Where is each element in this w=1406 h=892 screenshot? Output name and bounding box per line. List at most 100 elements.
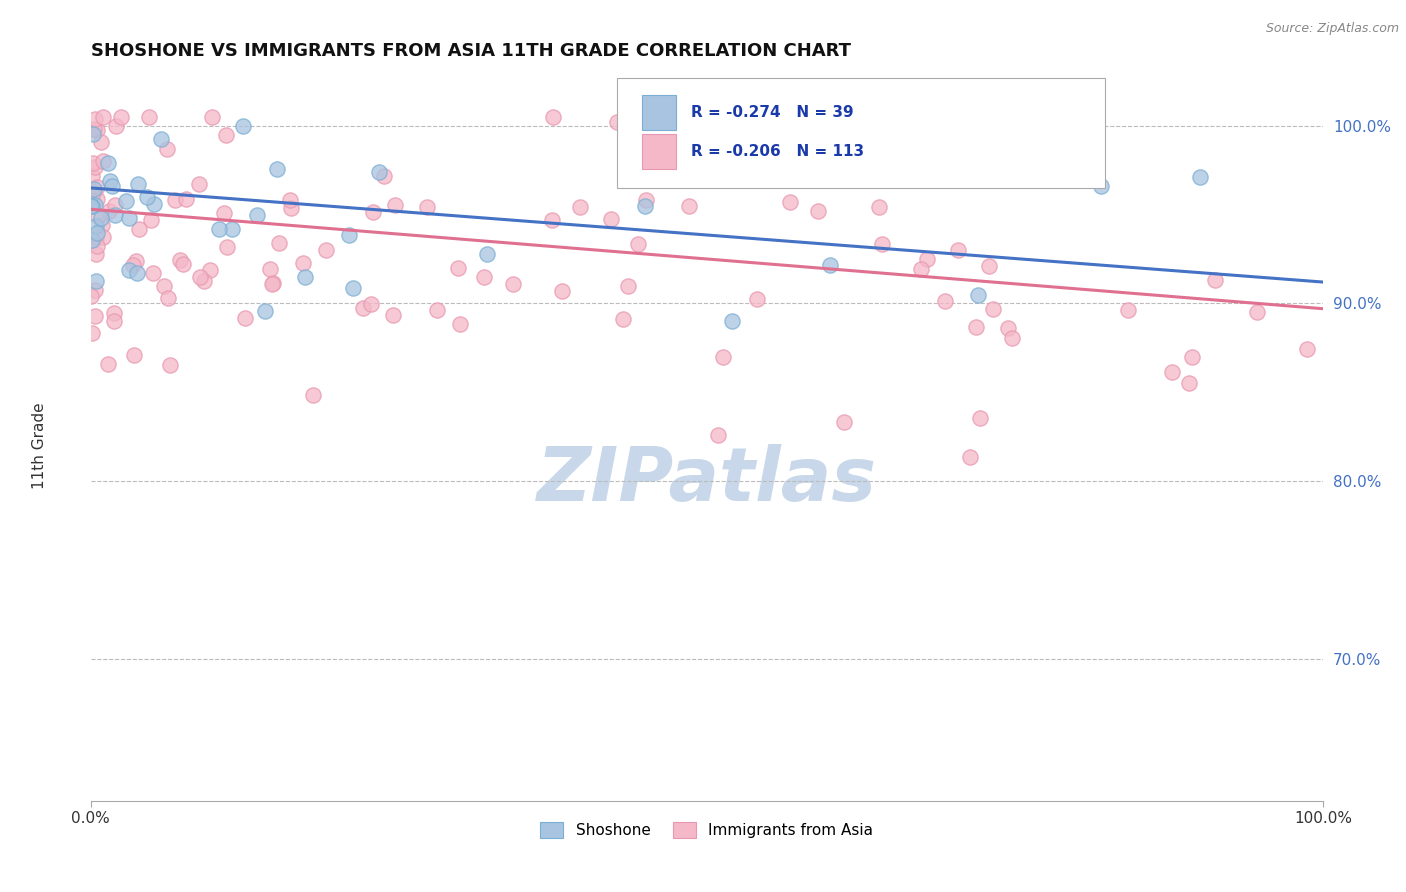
Point — [136, 190, 159, 204]
Point — [104, 119, 127, 133]
Point — [634, 199, 657, 213]
Point — [118, 263, 141, 277]
Point — [172, 257, 194, 271]
Point — [294, 270, 316, 285]
Point — [1116, 302, 1139, 317]
Point — [86, 239, 108, 253]
Point — [678, 199, 700, 213]
Point — [142, 266, 165, 280]
Point — [747, 292, 769, 306]
Point — [1001, 331, 1024, 345]
Point — [174, 192, 197, 206]
Text: Source: ZipAtlas.com: Source: ZipAtlas.com — [1265, 22, 1399, 36]
Point — [82, 326, 104, 341]
Point — [870, 160, 893, 174]
Point — [103, 305, 125, 319]
Point — [1246, 304, 1268, 318]
Point — [368, 165, 391, 179]
Point — [541, 212, 564, 227]
Point — [612, 312, 634, 326]
Point — [104, 197, 127, 211]
Point — [188, 270, 211, 285]
Point — [110, 110, 132, 124]
Point — [86, 219, 108, 234]
Point — [83, 122, 105, 136]
Point — [337, 227, 360, 242]
Point — [118, 211, 141, 226]
Point — [246, 208, 269, 222]
Point — [80, 233, 103, 247]
Point — [934, 293, 956, 308]
Point — [361, 205, 384, 219]
Point — [475, 247, 498, 261]
Point — [93, 230, 115, 244]
Point — [1090, 178, 1112, 193]
FancyBboxPatch shape — [641, 95, 676, 130]
Point — [315, 243, 337, 257]
Point — [143, 196, 166, 211]
Point — [997, 321, 1019, 335]
Point — [215, 240, 238, 254]
Point — [1161, 366, 1184, 380]
Point — [1181, 350, 1204, 364]
Point — [915, 252, 938, 266]
Point — [267, 236, 290, 251]
Point — [214, 128, 236, 142]
Point — [84, 231, 107, 245]
Point — [472, 270, 495, 285]
Point — [868, 201, 890, 215]
Point — [90, 211, 112, 225]
Point — [149, 131, 172, 145]
Point — [292, 255, 315, 269]
Point — [870, 237, 893, 252]
Point — [98, 174, 121, 188]
Point — [86, 122, 108, 136]
FancyBboxPatch shape — [617, 78, 1105, 187]
Point — [80, 289, 103, 303]
Point — [568, 200, 591, 214]
Point — [82, 156, 104, 170]
Point — [977, 260, 1000, 274]
Point — [83, 182, 105, 196]
Point — [84, 284, 107, 298]
Point — [1296, 343, 1319, 357]
Point — [86, 193, 108, 207]
Point — [80, 199, 103, 213]
Point — [87, 209, 110, 223]
Point — [232, 119, 254, 133]
Point — [426, 302, 449, 317]
Point — [122, 259, 145, 273]
Point — [188, 177, 211, 191]
Point — [360, 297, 382, 311]
Point — [84, 274, 107, 288]
Text: ZIPatlas: ZIPatlas — [537, 444, 877, 516]
Point — [910, 261, 932, 276]
Text: 11th Grade: 11th Grade — [32, 402, 46, 490]
Point — [86, 226, 108, 240]
FancyBboxPatch shape — [641, 134, 676, 169]
Point — [127, 178, 149, 192]
Point — [818, 258, 841, 272]
Point — [86, 180, 108, 194]
Point — [449, 318, 471, 332]
Point — [97, 357, 120, 371]
Point — [193, 274, 215, 288]
Point — [82, 127, 104, 141]
Point — [91, 153, 114, 168]
Point — [807, 204, 830, 219]
Point — [959, 450, 981, 464]
Point — [353, 301, 375, 315]
Point — [97, 156, 120, 170]
Point — [541, 110, 564, 124]
Point — [90, 135, 112, 149]
Point — [967, 287, 990, 301]
Point — [104, 208, 127, 222]
Point — [201, 110, 224, 124]
Point — [384, 197, 406, 211]
Point — [1178, 376, 1201, 391]
Point — [634, 194, 657, 208]
Point — [156, 142, 179, 156]
Point — [342, 280, 364, 294]
Point — [122, 348, 145, 362]
Point — [80, 199, 103, 213]
